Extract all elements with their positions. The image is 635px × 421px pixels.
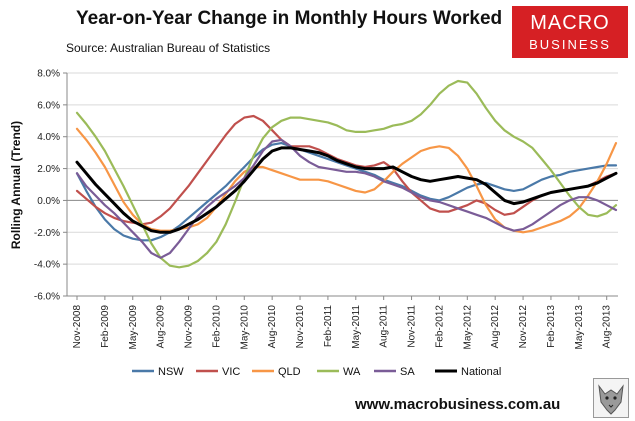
y-tick-label: 8.0% — [37, 69, 60, 80]
legend-label-nsw: NSW — [158, 366, 184, 378]
y-tick-label: 0.0% — [37, 196, 60, 207]
legend: NSW VIC QLD WA SA National — [132, 366, 501, 378]
series-line-nsw — [75, 142, 618, 242]
x-tick-labels: Nov-2008 Feb-2009 May-2009 Aug-2009 Nov-2009… — [72, 296, 613, 349]
legend-label-national: National — [461, 366, 501, 378]
x-tick-label: Nov-2012 — [518, 305, 529, 349]
series-line-sa — [75, 138, 618, 259]
y-tick-label: -4.0% — [34, 260, 60, 271]
x-tick-label: Aug-2010 — [267, 305, 278, 349]
x-tick-label: Feb-2013 — [546, 305, 557, 348]
x-tick-label: Nov-2011 — [407, 305, 418, 348]
y-tick-label: 4.0% — [37, 132, 60, 143]
x-tick-label: Aug-2013 — [602, 305, 613, 349]
legend-label-wa: WA — [343, 366, 361, 378]
y-tick-labels: -6.0% -4.0% -2.0% 0.0% 2.0% 4.0% 6.0% 8.0% — [34, 69, 60, 303]
series-line-qld — [75, 127, 618, 234]
x-tick-label: Aug-2012 — [490, 305, 501, 349]
source-note: Source: Australian Bureau of Statistics — [66, 41, 271, 55]
x-tick-label: Feb-2011 — [323, 305, 334, 348]
x-tick-label: Feb-2009 — [100, 305, 111, 348]
x-tick-label: May-2011 — [351, 305, 362, 349]
y-tick-label: 2.0% — [37, 164, 60, 175]
logo-text-line2: BUSINESS — [529, 37, 611, 52]
footer-url: www.macrobusiness.com.au — [355, 396, 561, 413]
y-tick-label: -2.0% — [34, 228, 60, 239]
series-line-national — [75, 146, 618, 234]
wolf-mascot-icon — [593, 378, 629, 418]
series-lines — [75, 79, 618, 269]
x-tick-label: Nov-2009 — [184, 305, 195, 349]
x-tick-label: May-2009 — [128, 305, 139, 350]
y-tick-label: 6.0% — [37, 100, 60, 111]
legend-label-sa: SA — [400, 366, 415, 378]
x-tick-label: May-2010 — [239, 305, 250, 350]
x-tick-label: Feb-2010 — [211, 305, 222, 348]
series-line-wa — [75, 79, 618, 269]
x-tick-label: May-2013 — [574, 305, 585, 350]
legend-label-vic: VIC — [222, 366, 240, 378]
y-axis-label: Rolling Annual (Trend) — [9, 121, 23, 249]
y-tick-label: -6.0% — [34, 292, 60, 303]
series-line-vic — [75, 114, 618, 226]
x-tick-label: May-2012 — [462, 305, 473, 350]
legend-label-qld: QLD — [278, 366, 301, 378]
page-title: Year-on-Year Change in Monthly Hours Wor… — [76, 8, 503, 29]
x-tick-label: Nov-2008 — [72, 305, 83, 349]
brand-logo: MACRO BUSINESS — [512, 6, 628, 58]
x-tick-label: Aug-2009 — [156, 305, 167, 349]
x-tick-label: Aug-2011 — [379, 305, 390, 348]
logo-text-line1: MACRO — [530, 12, 610, 34]
x-tick-label: Nov-2010 — [295, 305, 306, 349]
x-tick-label: Feb-2012 — [434, 305, 445, 348]
